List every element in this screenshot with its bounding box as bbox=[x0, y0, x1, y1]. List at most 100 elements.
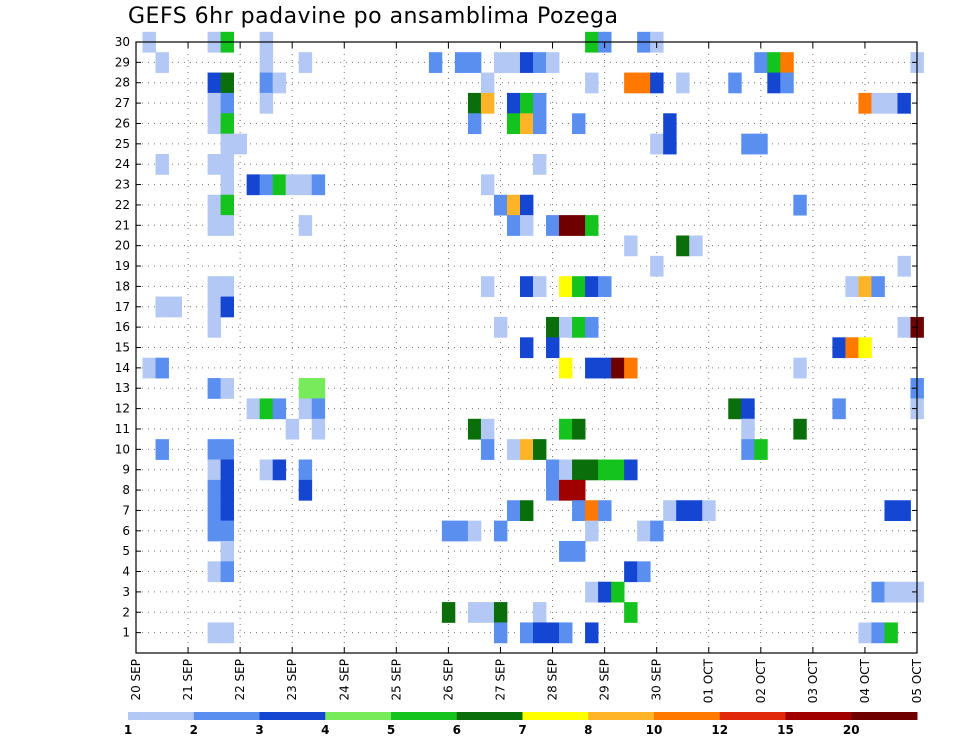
heatmap-cell bbox=[207, 296, 222, 318]
heatmap-cell bbox=[155, 357, 169, 379]
heatmap-cell bbox=[207, 113, 222, 135]
heatmap-cell bbox=[559, 459, 573, 481]
heatmap-cell bbox=[155, 439, 169, 460]
heatmap-cell bbox=[506, 92, 521, 114]
heatmap-cell bbox=[585, 622, 599, 644]
heatmap-cell bbox=[572, 459, 586, 481]
heatmap-cell bbox=[897, 581, 911, 603]
colorbar-segment bbox=[851, 712, 918, 720]
heatmap-cell bbox=[467, 418, 482, 440]
heatmap-cell bbox=[246, 174, 261, 196]
x-tick-label: 29 SEP bbox=[598, 659, 612, 701]
colorbar-segment bbox=[785, 712, 852, 720]
heatmap-cell bbox=[533, 439, 547, 460]
y-tick-label: 6 bbox=[122, 524, 130, 538]
heatmap-cell bbox=[559, 215, 573, 236]
heatmap-cell bbox=[897, 255, 911, 277]
heatmap-cell bbox=[871, 92, 885, 114]
y-tick-label: 8 bbox=[122, 483, 130, 497]
y-tick-label: 12 bbox=[115, 402, 130, 416]
heatmap-cell bbox=[741, 418, 755, 440]
heatmap-cell bbox=[220, 500, 235, 522]
heatmap-cell bbox=[220, 113, 235, 135]
heatmap-cell bbox=[858, 622, 872, 644]
heatmap-cell bbox=[207, 520, 222, 542]
heatmap-cell bbox=[546, 337, 560, 359]
y-tick-label: 13 bbox=[115, 381, 130, 395]
heatmap-cell bbox=[572, 276, 586, 297]
y-tick-label: 19 bbox=[115, 259, 130, 273]
heatmap-cell bbox=[585, 500, 599, 522]
heatmap-cell bbox=[441, 520, 456, 542]
heatmap-cell bbox=[207, 479, 222, 501]
heatmap-cell bbox=[533, 602, 547, 623]
heatmap-cell bbox=[272, 72, 287, 94]
colorbar-segment bbox=[128, 712, 195, 720]
heatmap-cell bbox=[559, 316, 573, 338]
y-tick-label: 18 bbox=[115, 279, 130, 293]
heatmap-cell bbox=[572, 215, 586, 236]
heatmap-cell bbox=[546, 479, 560, 501]
x-tick-label: 22 SEP bbox=[233, 659, 247, 701]
heatmap-cell bbox=[676, 500, 690, 522]
heatmap-cell bbox=[533, 92, 547, 114]
heatmap-cell bbox=[298, 398, 313, 420]
heatmap-cell bbox=[246, 398, 261, 420]
heatmap-cell bbox=[298, 479, 313, 501]
heatmap-cell bbox=[585, 215, 599, 236]
y-tick-label: 2 bbox=[122, 605, 130, 619]
heatmap-cell bbox=[741, 398, 755, 420]
heatmap-cell bbox=[519, 113, 534, 135]
heatmap-cell bbox=[454, 52, 469, 73]
heatmap-cell bbox=[650, 520, 664, 542]
heatmap-cell bbox=[624, 357, 638, 379]
heatmap-cell bbox=[519, 194, 534, 216]
colorbar-label: 8 bbox=[584, 723, 592, 737]
heatmap-cell bbox=[663, 133, 677, 155]
y-tick-label: 26 bbox=[115, 116, 130, 130]
heatmap-cell bbox=[533, 276, 547, 297]
heatmap-cell bbox=[272, 459, 287, 481]
heatmap-cell bbox=[220, 540, 235, 562]
heatmap-cell bbox=[611, 459, 625, 481]
heatmap-cell bbox=[585, 520, 599, 542]
x-tick-label: 04 OCT bbox=[858, 658, 872, 703]
y-tick-label: 20 bbox=[115, 239, 130, 253]
heatmap-cell bbox=[845, 337, 859, 359]
heatmap-cell bbox=[506, 500, 521, 522]
heatmap-cell bbox=[272, 398, 287, 420]
heatmap-cell bbox=[220, 296, 235, 318]
heatmap-cell bbox=[702, 500, 716, 522]
heatmap-cell bbox=[689, 500, 703, 522]
colorbar-label: 20 bbox=[843, 723, 860, 737]
heatmap-cell bbox=[207, 72, 222, 94]
colorbar-label: 6 bbox=[453, 723, 461, 737]
y-tick-label: 16 bbox=[115, 320, 130, 334]
x-tick-label: 24 SEP bbox=[337, 659, 351, 701]
heatmap-cell bbox=[559, 276, 573, 297]
heatmap-cell bbox=[506, 215, 521, 236]
y-tick-label: 24 bbox=[115, 157, 130, 171]
heatmap-cell bbox=[728, 72, 742, 94]
heatmap-cell bbox=[467, 92, 482, 114]
heatmap-cell bbox=[506, 194, 521, 216]
heatmap-cell bbox=[546, 622, 560, 644]
heatmap-cell bbox=[493, 52, 508, 73]
heatmap-cell bbox=[311, 174, 326, 196]
heatmap-cell bbox=[572, 479, 586, 501]
heatmap-cell bbox=[220, 154, 235, 175]
colorbar-label: 4 bbox=[321, 723, 329, 737]
heatmap-cell bbox=[207, 215, 222, 236]
heatmap-cell bbox=[624, 72, 638, 94]
heatmap-cell bbox=[793, 418, 807, 440]
heatmap-cell bbox=[611, 581, 625, 603]
heatmap-cell bbox=[519, 500, 534, 522]
heatmap-cell bbox=[480, 72, 495, 94]
colorbar-label: 15 bbox=[777, 723, 794, 737]
heatmap-cell bbox=[298, 215, 313, 236]
heatmap-cell bbox=[259, 174, 274, 196]
heatmap-cell bbox=[676, 235, 690, 257]
heatmap-cell bbox=[884, 581, 898, 603]
heatmap-cell bbox=[493, 622, 508, 644]
